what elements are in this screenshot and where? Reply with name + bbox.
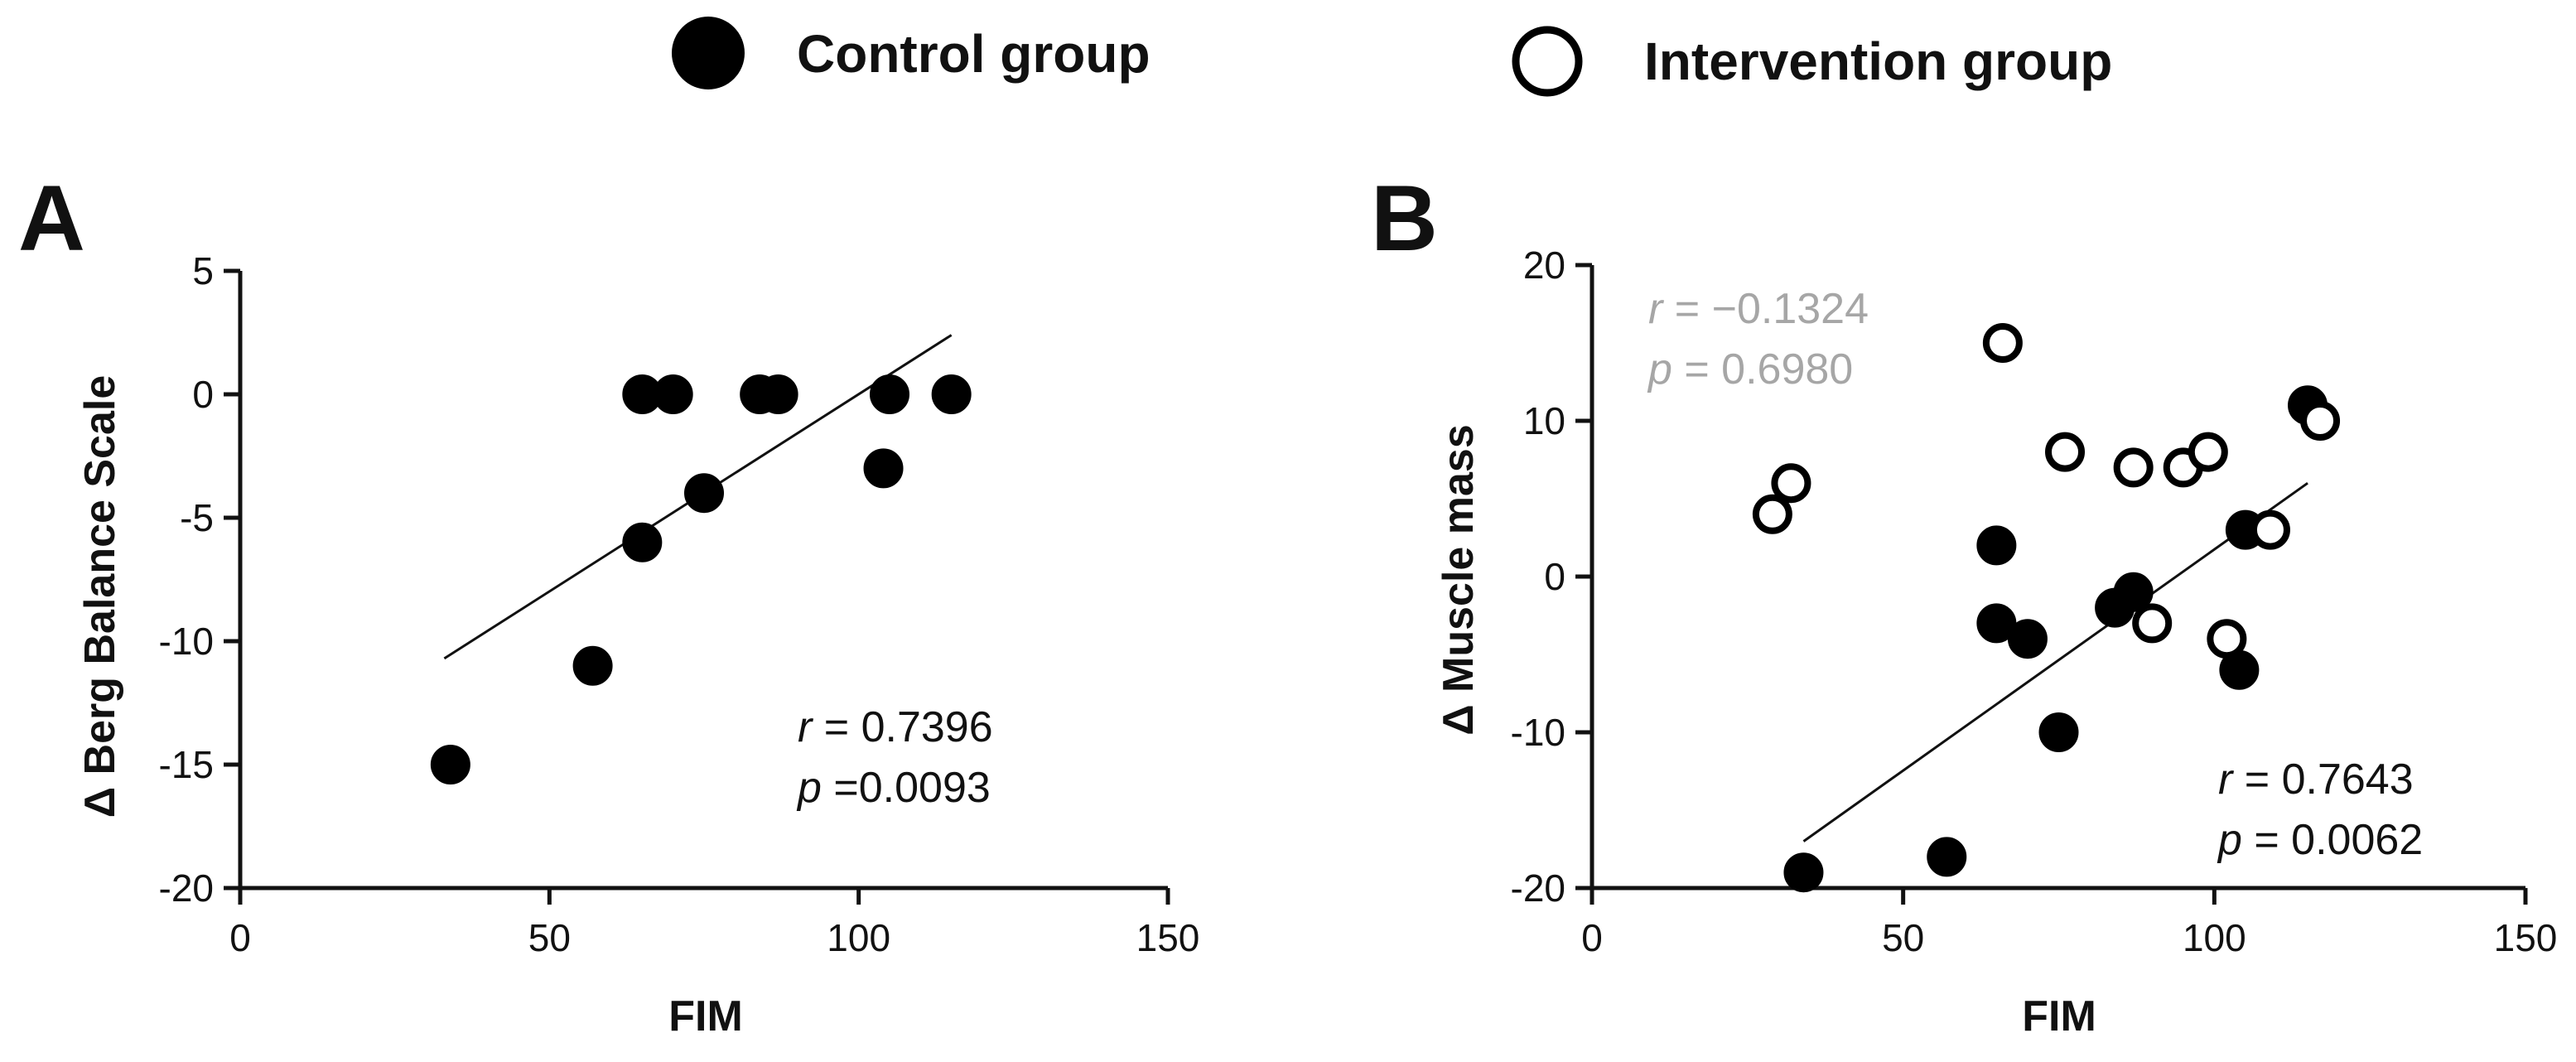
panel-a-stat-p-symbol: p xyxy=(796,764,822,812)
x-tick-label: 100 xyxy=(2183,916,2246,959)
control-point xyxy=(684,473,724,514)
y-tick-label: -15 xyxy=(159,743,214,786)
y-tick-label: -10 xyxy=(1511,711,1565,754)
control-point xyxy=(870,374,909,414)
panel-a-stat-r-symbol: r xyxy=(798,703,814,751)
y-tick-label: 0 xyxy=(192,373,214,416)
legend-intervention-marker xyxy=(1512,26,1583,97)
control-point xyxy=(931,374,972,414)
control-point xyxy=(653,374,693,414)
panel-b-stat-p-intervention-symbol: p xyxy=(1647,345,1672,393)
y-tick-label: -10 xyxy=(159,620,214,663)
panel-b-stat-r-intervention-symbol: r xyxy=(1648,285,1665,333)
x-tick-label: 0 xyxy=(1581,916,1603,959)
panel-a-stat-r: r = 0.7396 xyxy=(798,703,993,751)
intervention-point xyxy=(2113,447,2154,488)
legend-control-marker xyxy=(672,17,745,89)
panel-b-x-axis-title: FIM xyxy=(2022,992,2096,1040)
y-tick-label: -20 xyxy=(159,866,214,910)
control-point xyxy=(863,448,904,489)
intervention-point xyxy=(1752,494,1792,534)
panel-a-letter: A xyxy=(18,167,85,270)
panel-a-points xyxy=(430,374,972,784)
control-point xyxy=(2113,572,2154,612)
intervention-point xyxy=(2045,432,2086,472)
panel-b-regression-line xyxy=(1802,481,2308,842)
x-tick-label: 50 xyxy=(528,916,571,959)
panel-b-stat-p-intervention: p = 0.6980 xyxy=(1647,345,1853,393)
y-tick-label: -5 xyxy=(180,496,214,539)
control-point xyxy=(758,374,798,414)
intervention-point xyxy=(2250,509,2290,550)
panel-b-stat-p-control-symbol: p xyxy=(2217,816,2242,864)
control-point xyxy=(2038,712,2079,752)
x-tick-label: 150 xyxy=(2494,916,2558,959)
panel-a-x-axis-title: FIM xyxy=(668,992,743,1040)
control-point xyxy=(572,645,613,686)
panel-b-stat-p-control: p = 0.0062 xyxy=(2217,816,2423,864)
legend-intervention-label: Intervention group xyxy=(1644,31,2112,91)
y-tick-label: 20 xyxy=(1523,244,1565,287)
panel-a-stat-p-value: =0.0093 xyxy=(822,764,991,812)
control-point xyxy=(1927,837,1967,877)
panel-b-points xyxy=(1752,323,2341,893)
intervention-point xyxy=(2132,603,2173,644)
panel-b-stats-upper: r = −0.1324 p = 0.6980 xyxy=(1647,285,1869,393)
y-tick-label: 0 xyxy=(1544,555,1565,598)
panel-b-stat-r-intervention: r = −0.1324 xyxy=(1648,285,1869,333)
intervention-point xyxy=(1982,323,2023,363)
intervention-point xyxy=(1771,463,1811,504)
panel-b-stat-r-intervention-value: = −0.1324 xyxy=(1662,285,1869,333)
y-tick-label: 10 xyxy=(1523,399,1565,442)
panel-a-y-axis-title: Δ Berg Balance Scale xyxy=(76,375,124,818)
intervention-point xyxy=(2207,619,2247,659)
panel-b-y-axis-title: Δ Muscle mass xyxy=(1435,424,1483,736)
legend-control-label: Control group xyxy=(797,24,1151,84)
panel-b-stat-r-control: r = 0.7643 xyxy=(2218,755,2414,804)
panel-a-stats: r = 0.7396 p =0.0093 xyxy=(796,703,993,812)
control-point xyxy=(1783,852,1824,893)
panel-b-stat-r-control-value: = 0.7643 xyxy=(2232,755,2413,804)
y-tick-label: -20 xyxy=(1511,866,1565,910)
control-point xyxy=(2007,619,2048,659)
intervention-point xyxy=(2188,432,2228,472)
control-point xyxy=(1976,525,2017,566)
control-point xyxy=(622,522,663,562)
panel-b-stat-p-control-value: = 0.0062 xyxy=(2242,816,2423,864)
panel-a-stat-r-value: = 0.7396 xyxy=(812,703,992,751)
x-tick-label: 50 xyxy=(1882,916,1924,959)
x-tick-label: 150 xyxy=(1136,916,1200,959)
panel-a-stat-p: p =0.0093 xyxy=(796,764,991,812)
legend: Control group Intervention group xyxy=(672,17,2112,97)
panel-b-stat-p-intervention-value: = 0.6980 xyxy=(1672,345,1853,393)
y-tick-label: 5 xyxy=(192,249,214,292)
panel-b-stats-lower: r = 0.7643 p = 0.0062 xyxy=(2217,755,2423,864)
panel-a-axes: 50-5-10-15-200 50 100 150 xyxy=(159,249,1200,959)
intervention-point xyxy=(2300,401,2341,441)
panel-a: A Δ Berg Balance Scale FIM 50-5-10-15-20… xyxy=(18,167,1199,1040)
control-point xyxy=(430,745,470,784)
x-tick-label: 100 xyxy=(827,916,890,959)
control-point xyxy=(1976,603,2017,644)
panel-b-letter: B xyxy=(1371,167,1438,270)
panel-b-stat-r-control-symbol: r xyxy=(2218,755,2235,804)
x-tick-label: 0 xyxy=(229,916,251,959)
